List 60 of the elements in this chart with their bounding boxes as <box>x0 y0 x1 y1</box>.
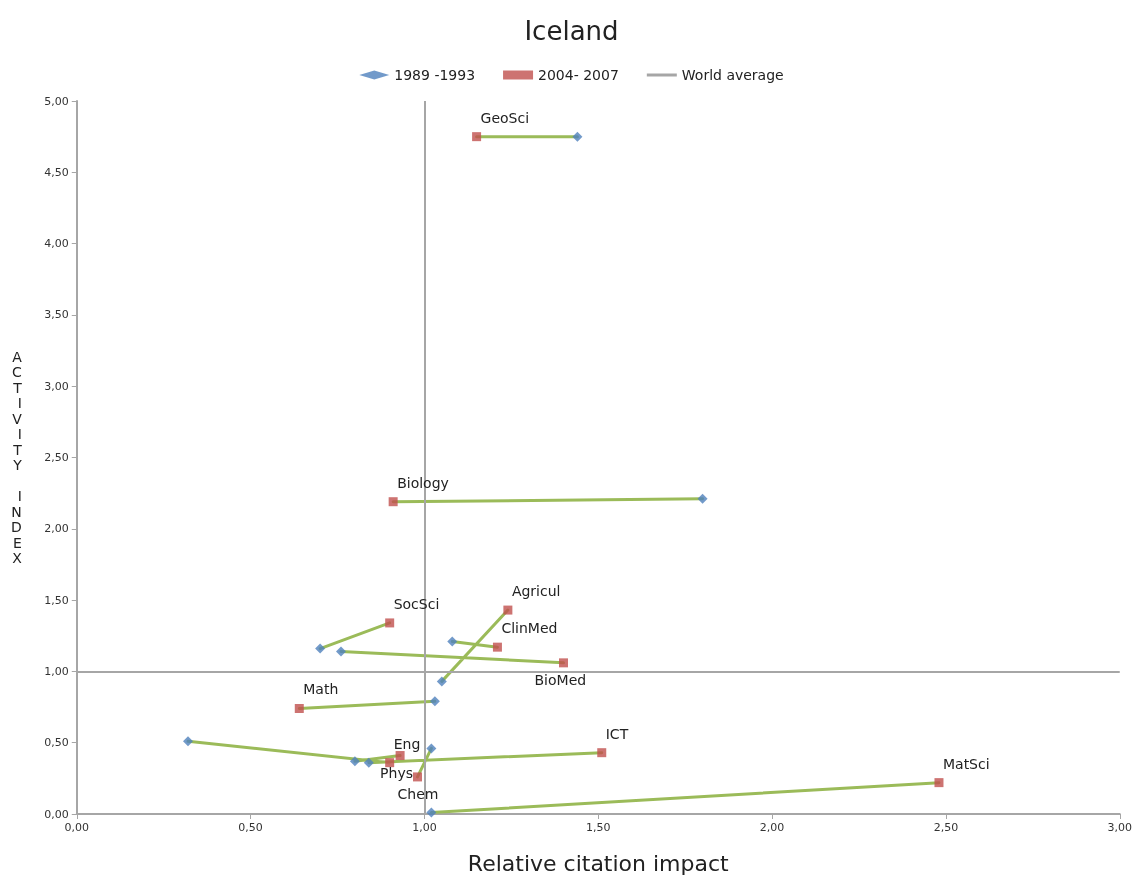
point <box>336 646 346 657</box>
point <box>294 703 304 713</box>
annotation: GeoSci <box>480 109 530 126</box>
point <box>388 497 398 507</box>
point <box>447 636 458 647</box>
point <box>426 743 437 754</box>
x-tick-label: 0,50 <box>238 821 263 834</box>
annotation: SocSci <box>393 595 440 612</box>
y-tick-label: 1,50 <box>44 593 69 607</box>
annotation: Eng <box>393 735 421 752</box>
point <box>412 772 422 782</box>
annotation: Phys <box>380 764 414 781</box>
point <box>572 131 583 142</box>
legend-label: World average <box>681 67 784 83</box>
y-tick-label: 0,00 <box>44 807 69 821</box>
x-tick-label: 3,00 <box>1107 821 1132 834</box>
x-tick-label: 1,00 <box>412 821 437 834</box>
annotation: ICT <box>605 725 629 742</box>
point <box>559 658 568 668</box>
point <box>472 132 482 142</box>
point <box>697 493 708 504</box>
y-tick-label: 0,50 <box>44 736 69 750</box>
x-tick-label: 2,50 <box>933 821 959 834</box>
legend-label: 2004- 2007 <box>538 67 619 83</box>
y-tick-label: 2,00 <box>44 522 69 536</box>
annotation: MatSci <box>942 755 990 772</box>
point <box>934 778 944 788</box>
point <box>426 807 437 818</box>
point <box>492 642 502 652</box>
x-tick-label: 1,50 <box>586 821 611 834</box>
point <box>363 757 374 768</box>
y-tick-label: 4,50 <box>44 165 69 179</box>
legend-label: 1989 -1993 <box>394 67 476 83</box>
point <box>395 751 405 761</box>
annotation: ClinMed <box>501 620 558 637</box>
y-tick-label: 1,00 <box>44 664 69 678</box>
x-tick-label: 0,00 <box>64 821 90 834</box>
y-tick-label: 3,50 <box>44 308 69 322</box>
y-tick-label: 2,50 <box>44 451 69 464</box>
annotation: Math <box>303 681 339 698</box>
y-tick-label: 5,00 <box>44 94 69 108</box>
point <box>349 756 360 767</box>
point <box>183 736 194 747</box>
point <box>597 748 607 758</box>
y-tick-label: 4,00 <box>44 237 69 251</box>
point <box>503 605 513 615</box>
point <box>385 618 395 628</box>
x-tick-label: 2,00 <box>759 821 785 834</box>
annotation: Agricul <box>511 583 561 600</box>
annotation: Chem <box>397 785 439 802</box>
text: ACTIVITY INDEX <box>11 348 22 567</box>
chart-title: Iceland <box>524 16 619 46</box>
annotation: BioMed <box>534 671 587 688</box>
x-axis-title: Relative citation impact <box>467 850 730 876</box>
point <box>385 758 395 768</box>
point <box>429 696 440 707</box>
point <box>436 676 447 687</box>
annotation: Biology <box>397 474 449 491</box>
y-tick-label: 3,00 <box>44 379 69 393</box>
point <box>315 643 326 654</box>
